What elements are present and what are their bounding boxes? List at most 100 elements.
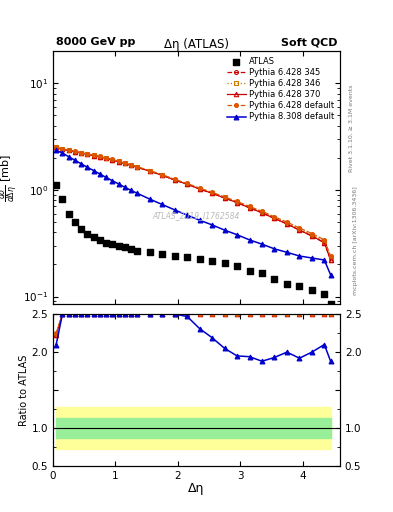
ATLAS (196, 255, 203, 263)
Pythia 8.308 default (185, 212, 189, 218)
Pythia 6.428 370 (60, 146, 65, 153)
Pythia 6.428 346 (79, 150, 83, 156)
Line: Pythia 8.308 default: Pythia 8.308 default (54, 148, 333, 277)
ATLAS (147, 248, 153, 257)
Pythia 6.428 346 (135, 164, 140, 170)
Pythia 6.428 370 (328, 257, 333, 263)
Pythia 6.428 default (60, 146, 65, 152)
Pythia 6.428 346 (197, 185, 202, 191)
Pythia 8.308 default (97, 171, 102, 177)
Pythia 6.428 370 (97, 154, 102, 160)
Pythia 6.428 346 (66, 147, 71, 153)
Pythia 6.428 345 (235, 200, 239, 206)
Text: ATLAS_2019_I1762584: ATLAS_2019_I1762584 (153, 211, 240, 220)
Pythia 6.428 346 (328, 255, 333, 261)
Pythia 6.428 370 (172, 177, 177, 183)
Pythia 8.308 default (66, 154, 71, 160)
Pythia 6.428 345 (85, 151, 90, 157)
ATLAS (128, 245, 134, 253)
ATLAS (284, 280, 290, 288)
Pythia 6.428 345 (91, 153, 96, 159)
Pythia 6.428 default (172, 176, 177, 182)
Pythia 6.428 345 (185, 181, 189, 187)
Pythia 6.428 345 (160, 172, 165, 178)
Pythia 6.428 345 (123, 160, 127, 166)
Pythia 6.428 default (147, 167, 152, 174)
Pythia 6.428 370 (260, 210, 264, 216)
Pythia 6.428 345 (54, 144, 59, 151)
Text: mcplots.cern.ch [arXiv:1306.3436]: mcplots.cern.ch [arXiv:1306.3436] (353, 186, 358, 295)
Text: Rivet 3.1.10, ≥ 3.1M events: Rivet 3.1.10, ≥ 3.1M events (349, 84, 354, 172)
ATLAS (78, 225, 84, 233)
Pythia 6.428 345 (129, 162, 133, 168)
Pythia 6.428 345 (73, 148, 77, 155)
Pythia 6.428 345 (272, 216, 277, 222)
Pythia 6.428 default (91, 152, 96, 158)
Pythia 6.428 345 (116, 159, 121, 165)
Pythia 6.428 370 (297, 227, 302, 233)
Pythia 6.428 default (272, 214, 277, 220)
Pythia 8.308 default (210, 222, 215, 228)
ATLAS (90, 233, 97, 241)
Pythia 6.428 370 (222, 195, 227, 201)
Pythia 6.428 345 (222, 195, 227, 201)
Pythia 6.428 default (185, 180, 189, 186)
Pythia 6.428 345 (297, 227, 302, 233)
Y-axis label: $\frac{d\sigma}{d\Delta\eta}$ [mb]: $\frac{d\sigma}{d\Delta\eta}$ [mb] (0, 154, 22, 202)
Line: Pythia 6.428 346: Pythia 6.428 346 (54, 145, 332, 260)
Pythia 6.428 default (260, 208, 264, 215)
Y-axis label: Ratio to ATLAS: Ratio to ATLAS (19, 354, 29, 426)
Pythia 6.428 default (97, 154, 102, 160)
Pythia 8.308 default (322, 257, 327, 263)
Pythia 8.308 default (85, 164, 90, 170)
ATLAS (159, 250, 165, 258)
Pythia 6.428 346 (322, 238, 327, 244)
X-axis label: Δη: Δη (188, 482, 205, 495)
Pythia 8.308 default (123, 184, 127, 190)
Pythia 8.308 default (116, 181, 121, 187)
Pythia 6.428 345 (260, 210, 264, 216)
Line: Pythia 6.428 default: Pythia 6.428 default (54, 145, 332, 258)
Text: 8000 GeV pp: 8000 GeV pp (56, 37, 135, 48)
Pythia 6.428 370 (116, 159, 121, 165)
Pythia 6.428 345 (328, 257, 333, 263)
Pythia 6.428 370 (285, 221, 289, 227)
Pythia 6.428 345 (285, 221, 289, 227)
Pythia 8.308 default (222, 227, 227, 233)
Pythia 6.428 345 (172, 177, 177, 183)
Pythia 6.428 346 (54, 144, 59, 151)
Pythia 6.428 default (310, 230, 314, 237)
Pythia 8.308 default (172, 207, 177, 213)
Pythia 6.428 346 (73, 148, 77, 155)
ATLAS (234, 262, 240, 270)
Pythia 6.428 346 (172, 177, 177, 183)
ATLAS (134, 246, 140, 254)
Pythia 6.428 346 (91, 152, 96, 158)
ATLAS (109, 240, 116, 248)
Pythia 6.428 346 (247, 204, 252, 210)
ATLAS (209, 257, 215, 265)
ATLAS (84, 229, 90, 238)
Pythia 6.428 345 (210, 190, 215, 197)
Pythia 6.428 default (104, 155, 108, 161)
Pythia 8.308 default (60, 150, 65, 156)
Pythia 6.428 345 (60, 146, 65, 153)
Pythia 8.308 default (135, 190, 140, 197)
Pythia 8.308 default (247, 237, 252, 243)
Pythia 6.428 345 (135, 164, 140, 170)
Pythia 6.428 370 (147, 168, 152, 174)
Pythia 6.428 346 (60, 146, 65, 152)
ATLAS (321, 290, 327, 298)
Pythia 8.308 default (235, 231, 239, 238)
Pythia 8.308 default (73, 157, 77, 163)
Pythia 6.428 345 (66, 147, 71, 154)
Pythia 6.428 370 (310, 233, 314, 239)
Pythia 6.428 370 (322, 240, 327, 246)
Pythia 6.428 370 (104, 155, 108, 161)
Pythia 8.308 default (197, 217, 202, 223)
Pythia 6.428 370 (247, 205, 252, 211)
Pythia 6.428 346 (97, 154, 102, 160)
ATLAS (221, 259, 228, 267)
Pythia 8.308 default (160, 201, 165, 207)
Pythia 6.428 default (73, 148, 77, 155)
